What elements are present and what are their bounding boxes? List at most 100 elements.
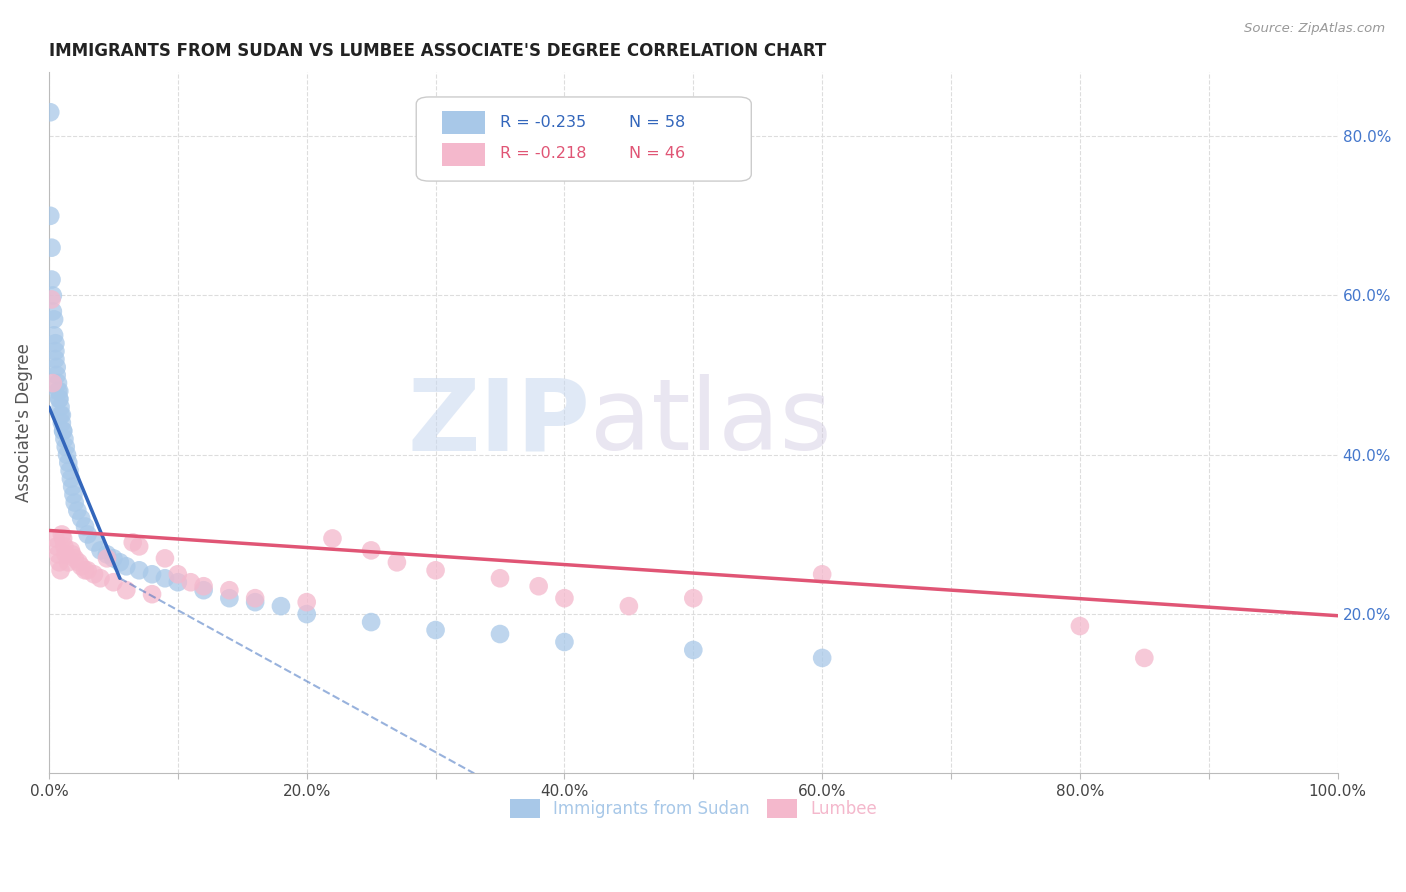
- Point: [360, 543, 382, 558]
- Text: ZIP: ZIP: [408, 375, 591, 472]
- Point: [60, 547, 83, 561]
- Point: [73, 519, 96, 533]
- Point: [52, 532, 75, 546]
- Point: [617, 599, 640, 614]
- Text: R = -0.218: R = -0.218: [501, 146, 586, 161]
- Point: [48, 555, 70, 569]
- Point: [360, 615, 382, 629]
- Point: [83, 535, 105, 549]
- Point: [96, 551, 118, 566]
- Point: [52, 424, 75, 438]
- Point: [42, 328, 65, 343]
- Point: [295, 607, 318, 621]
- Point: [243, 595, 266, 609]
- Text: R = -0.235: R = -0.235: [501, 115, 586, 129]
- FancyBboxPatch shape: [441, 143, 485, 166]
- Point: [44, 336, 66, 351]
- Point: [121, 535, 143, 549]
- Point: [39, 209, 62, 223]
- Point: [48, 392, 70, 406]
- Point: [51, 527, 73, 541]
- Point: [553, 591, 575, 606]
- Point: [193, 579, 215, 593]
- Point: [321, 532, 343, 546]
- Point: [89, 543, 111, 558]
- Point: [218, 591, 240, 606]
- Point: [46, 376, 69, 390]
- Point: [39, 105, 62, 120]
- Point: [527, 579, 550, 593]
- Point: [70, 511, 93, 525]
- Point: [66, 503, 89, 517]
- Point: [1133, 651, 1156, 665]
- Point: [153, 551, 176, 566]
- Point: [385, 555, 408, 569]
- Point: [60, 480, 83, 494]
- Point: [128, 540, 150, 554]
- Point: [42, 376, 65, 390]
- Point: [53, 432, 76, 446]
- Text: Source: ZipAtlas.com: Source: ZipAtlas.com: [1244, 22, 1385, 36]
- Point: [193, 583, 215, 598]
- Point: [682, 591, 704, 606]
- Point: [141, 567, 163, 582]
- Point: [115, 559, 138, 574]
- Point: [218, 583, 240, 598]
- Point: [166, 575, 188, 590]
- Text: atlas: atlas: [591, 375, 832, 472]
- Point: [553, 635, 575, 649]
- Point: [62, 488, 84, 502]
- Point: [141, 587, 163, 601]
- Y-axis label: Associate's Degree: Associate's Degree: [15, 343, 32, 502]
- Point: [55, 547, 77, 561]
- FancyBboxPatch shape: [441, 111, 485, 134]
- Point: [811, 651, 834, 665]
- Point: [56, 448, 79, 462]
- Point: [89, 571, 111, 585]
- Point: [1069, 619, 1091, 633]
- Point: [76, 563, 98, 577]
- Point: [46, 384, 69, 398]
- Point: [76, 527, 98, 541]
- FancyBboxPatch shape: [416, 97, 751, 181]
- Point: [49, 408, 72, 422]
- Point: [58, 456, 80, 470]
- Point: [59, 543, 82, 558]
- Point: [115, 583, 138, 598]
- Point: [489, 627, 512, 641]
- Point: [108, 555, 131, 569]
- Legend: Immigrants from Sudan, Lumbee: Immigrants from Sudan, Lumbee: [503, 792, 883, 825]
- Point: [42, 312, 65, 326]
- Point: [96, 547, 118, 561]
- Point: [425, 563, 447, 577]
- Point: [489, 571, 512, 585]
- Point: [49, 400, 72, 414]
- Point: [58, 464, 80, 478]
- Point: [55, 440, 77, 454]
- Point: [103, 551, 125, 566]
- Point: [42, 304, 65, 318]
- Point: [42, 288, 65, 302]
- Point: [70, 559, 93, 574]
- Point: [49, 563, 72, 577]
- Point: [45, 368, 67, 383]
- Text: N = 58: N = 58: [628, 115, 685, 129]
- Point: [58, 555, 80, 569]
- Point: [270, 599, 292, 614]
- Point: [53, 540, 76, 554]
- Point: [180, 575, 202, 590]
- Point: [128, 563, 150, 577]
- Point: [67, 555, 90, 569]
- Point: [425, 623, 447, 637]
- Point: [41, 241, 63, 255]
- Point: [52, 424, 75, 438]
- Point: [63, 495, 86, 509]
- Point: [51, 408, 73, 422]
- Point: [682, 643, 704, 657]
- Point: [48, 392, 70, 406]
- Point: [811, 567, 834, 582]
- Point: [41, 272, 63, 286]
- Text: N = 46: N = 46: [628, 146, 685, 161]
- Point: [44, 532, 66, 546]
- Point: [153, 571, 176, 585]
